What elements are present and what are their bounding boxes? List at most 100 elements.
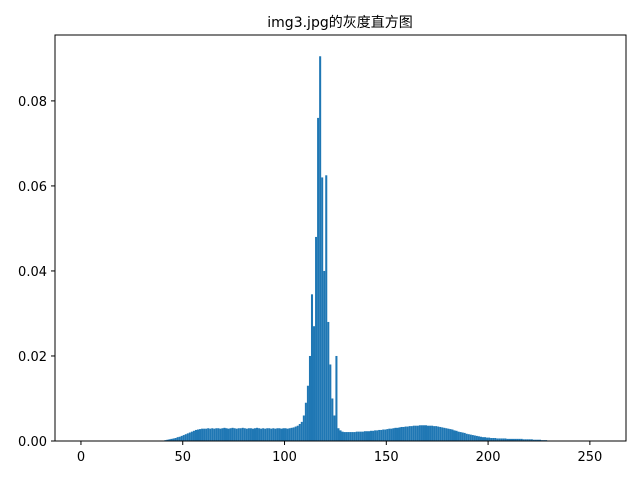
histogram-bar — [174, 438, 177, 441]
histogram-bar — [408, 426, 411, 441]
histogram-bar — [333, 415, 336, 441]
histogram-bar — [335, 355, 338, 441]
histogram-bar — [300, 421, 303, 441]
histogram-bar — [215, 428, 218, 441]
histogram-bar — [435, 426, 438, 441]
histogram-bar — [239, 428, 242, 441]
histogram-bar — [461, 432, 464, 441]
histogram-bar — [205, 428, 208, 441]
histogram-bar — [418, 425, 421, 441]
histogram-bar — [390, 428, 393, 441]
x-axis: 0 50 100 150 200 250 — [77, 441, 602, 465]
histogram-bar — [182, 435, 185, 441]
histogram-bar — [213, 428, 216, 441]
histogram-bar — [180, 435, 183, 441]
histogram-bar — [400, 426, 403, 441]
histogram-bar — [477, 436, 480, 441]
histogram-bar — [262, 428, 265, 441]
histogram-bar — [422, 425, 425, 441]
histogram-bar — [315, 236, 318, 441]
histogram-bar — [178, 436, 181, 441]
y-tick-label: 0.06 — [18, 180, 47, 195]
histogram-bar — [308, 355, 311, 441]
histogram-bar — [451, 429, 454, 441]
histogram-bar — [343, 432, 346, 441]
histogram-bar — [229, 428, 232, 441]
histogram-bar — [504, 438, 507, 441]
histogram-bar — [282, 428, 285, 441]
histogram-bar — [473, 435, 476, 441]
histogram-bar — [249, 428, 252, 441]
histogram-bar — [410, 426, 413, 441]
histogram-bar — [402, 426, 405, 441]
x-tick-label: 0 — [77, 450, 85, 465]
histogram-bar — [219, 428, 222, 441]
y-tick-label: 0.08 — [18, 95, 47, 110]
histogram-bar — [221, 428, 224, 441]
histogram-bar — [192, 430, 195, 441]
histogram-bar — [357, 431, 360, 441]
histogram-bar — [268, 428, 271, 441]
histogram-bar — [479, 436, 482, 441]
chart-title: img3.jpg的灰度直方图 — [267, 14, 412, 31]
histogram-bar — [512, 438, 515, 441]
histogram-bar — [496, 438, 499, 441]
histogram-bar — [280, 428, 283, 441]
histogram-bar — [241, 427, 244, 441]
histogram-bar — [374, 430, 377, 441]
y-tick-label: 0.04 — [18, 265, 47, 280]
histogram-bar — [347, 432, 350, 441]
histogram-bar — [412, 425, 415, 441]
histogram-bar — [481, 437, 485, 441]
histogram-bar — [296, 425, 299, 441]
histogram-bar — [492, 438, 495, 441]
histogram-bar — [170, 438, 173, 441]
histogram-bar — [196, 429, 200, 441]
histogram-bar — [194, 429, 197, 441]
histogram-bar — [184, 434, 187, 441]
histogram-bar — [237, 428, 240, 441]
histogram-bar — [490, 438, 493, 441]
histogram-bar — [247, 428, 250, 441]
histogram-bar — [345, 432, 348, 441]
histogram-bar — [396, 427, 399, 441]
histogram-bar — [530, 439, 533, 441]
histogram-bar — [514, 438, 517, 441]
histogram-bar — [465, 433, 468, 441]
histogram-bar — [414, 425, 417, 441]
histogram-bar — [431, 425, 434, 441]
histogram-bar — [524, 439, 527, 441]
histogram-bar — [510, 438, 513, 441]
histogram-bar — [437, 426, 440, 441]
histogram-bar — [376, 430, 379, 441]
histogram-bars — [160, 56, 560, 442]
histogram-bar — [471, 435, 474, 441]
histogram-bar — [264, 428, 267, 441]
histogram-bar — [457, 431, 460, 441]
histogram-bar — [406, 426, 409, 441]
histogram-bar — [534, 439, 537, 441]
histogram-bar — [522, 439, 525, 441]
histogram-bar — [455, 430, 458, 441]
histogram-bar — [486, 437, 489, 441]
histogram-bar — [355, 431, 358, 441]
histogram-bar — [325, 175, 328, 442]
histogram-bar — [516, 438, 519, 441]
histogram-bar — [528, 439, 531, 441]
histogram-bar — [469, 434, 472, 441]
histogram-bar — [190, 431, 193, 441]
histogram-bar — [166, 439, 169, 441]
histogram-bar — [349, 432, 352, 441]
histogram-bar — [351, 432, 354, 441]
histogram-bar — [508, 438, 511, 441]
histogram-bar — [441, 427, 444, 441]
histogram-bar — [370, 430, 373, 441]
x-tick-label: 200 — [476, 450, 501, 465]
histogram-bar — [359, 431, 362, 441]
histogram-bar — [304, 402, 307, 441]
histogram-bar — [288, 428, 291, 441]
histogram-bar — [172, 438, 175, 441]
histogram-bar — [245, 428, 248, 441]
histogram-bar — [243, 428, 246, 441]
histogram-bar — [467, 434, 470, 441]
